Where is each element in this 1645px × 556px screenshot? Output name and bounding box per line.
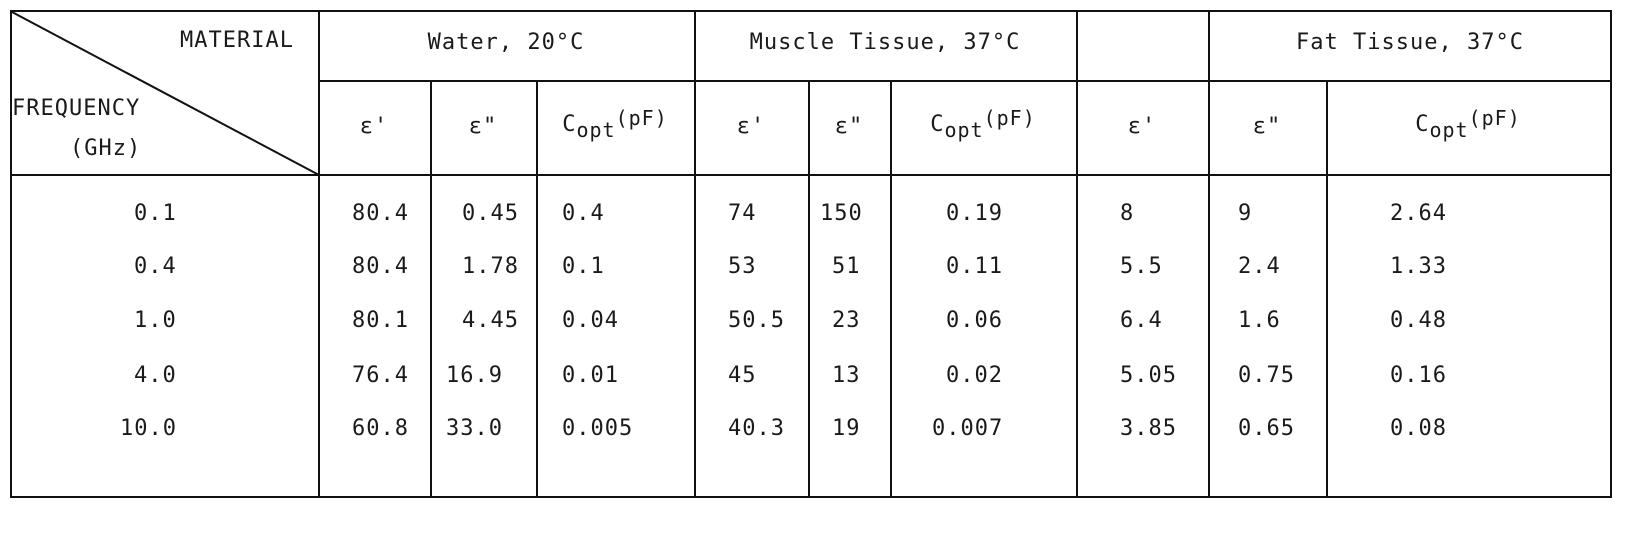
table-cell: 0.04 bbox=[562, 308, 619, 333]
table-cell: 53 bbox=[728, 254, 757, 279]
table-cell: 50.5 bbox=[728, 308, 785, 333]
table-cell: 80.4 bbox=[352, 254, 409, 279]
table-cell: 45 bbox=[728, 363, 757, 388]
group-header-water: Water, 20°C bbox=[427, 30, 585, 55]
rule-right bbox=[1610, 10, 1612, 498]
corner-diagonal bbox=[11, 11, 320, 176]
table-cell: 0.45 bbox=[462, 201, 519, 226]
frequency-unit: (GHz) bbox=[70, 136, 142, 161]
rule-col5 bbox=[808, 80, 810, 498]
rule-col1 bbox=[318, 10, 320, 498]
muscle-eps-real-header: ε' bbox=[736, 114, 766, 139]
table-cell: 76.4 bbox=[352, 363, 409, 388]
rule-left bbox=[10, 10, 12, 498]
water-eps-imag-header: ε" bbox=[468, 114, 498, 139]
table-cell: 0.65 bbox=[1238, 416, 1295, 441]
table-cell: 0.4 bbox=[562, 201, 605, 226]
table-cell: 1.6 bbox=[1238, 308, 1281, 333]
rule-bottom bbox=[10, 496, 1612, 498]
table-cell: 19 bbox=[832, 416, 861, 441]
table-cell-frequency: 1.0 bbox=[134, 308, 177, 333]
table-cell: 0.02 bbox=[946, 363, 1003, 388]
table-cell: 5.5 bbox=[1120, 254, 1163, 279]
table-cell: 0.1 bbox=[562, 254, 605, 279]
table-cell: 2.4 bbox=[1238, 254, 1281, 279]
table-cell: 16.9 bbox=[446, 363, 503, 388]
muscle-eps-imag-header: ε" bbox=[834, 114, 864, 139]
table-cell: 2.64 bbox=[1390, 201, 1447, 226]
water-eps-real-header: ε' bbox=[359, 114, 389, 139]
table-cell: 74 bbox=[728, 201, 757, 226]
table-cell: 40.3 bbox=[728, 416, 785, 441]
table-cell: 60.8 bbox=[352, 416, 409, 441]
table-cell: 6.4 bbox=[1120, 308, 1163, 333]
rule-col6 bbox=[890, 80, 892, 498]
table-cell: 23 bbox=[832, 308, 861, 333]
table-cell: 1.78 bbox=[462, 254, 519, 279]
table-cell-frequency: 4.0 bbox=[134, 363, 177, 388]
group-header-fat: Fat Tissue, 37°C bbox=[1296, 30, 1524, 55]
dielectric-properties-table: MATERIAL FREQUENCY (GHz) Water, 20°C Mus… bbox=[10, 10, 1612, 528]
table-cell: 0.19 bbox=[946, 201, 1003, 226]
rule-top bbox=[10, 10, 1612, 12]
table-cell: 0.007 bbox=[932, 416, 1004, 441]
table-cell: 0.48 bbox=[1390, 308, 1447, 333]
table-cell: 0.16 bbox=[1390, 363, 1447, 388]
table-cell: 0.11 bbox=[946, 254, 1003, 279]
table-cell-frequency: 0.1 bbox=[134, 201, 177, 226]
table-cell: 80.4 bbox=[352, 201, 409, 226]
table-cell: 0.005 bbox=[562, 416, 634, 441]
table-cell: 80.1 bbox=[352, 308, 409, 333]
table-cell: 0.01 bbox=[562, 363, 619, 388]
table-cell: 3.85 bbox=[1120, 416, 1177, 441]
table-cell: 5.05 bbox=[1120, 363, 1177, 388]
table-cell: 8 bbox=[1120, 201, 1135, 226]
rule-col9 bbox=[1326, 80, 1328, 498]
table-cell: 0.75 bbox=[1238, 363, 1295, 388]
table-cell: 51 bbox=[832, 254, 861, 279]
fat-eps-imag-header: ε" bbox=[1252, 114, 1282, 139]
rule-group-header bbox=[318, 80, 1612, 82]
rule-col3 bbox=[536, 80, 538, 498]
water-copt-header: Copt(pF) bbox=[562, 106, 668, 142]
table-cell: 0.06 bbox=[946, 308, 1003, 333]
rule-col4 bbox=[694, 10, 696, 498]
table-cell: 150 bbox=[820, 201, 863, 226]
table-cell: 9 bbox=[1238, 201, 1253, 226]
rule-col8 bbox=[1208, 10, 1210, 498]
table-cell: 4.45 bbox=[462, 308, 519, 333]
rule-col7 bbox=[1076, 10, 1078, 498]
table-cell: 13 bbox=[832, 363, 861, 388]
frequency-label: FREQUENCY bbox=[12, 96, 141, 121]
table-cell-frequency: 0.4 bbox=[134, 254, 177, 279]
table-cell: 33.0 bbox=[446, 416, 503, 441]
table-cell: 0.08 bbox=[1390, 416, 1447, 441]
fat-eps-real-header: ε' bbox=[1127, 114, 1157, 139]
muscle-copt-header: Copt(pF) bbox=[930, 106, 1036, 142]
group-header-muscle: Muscle Tissue, 37°C bbox=[749, 30, 1021, 55]
table-cell: 1.33 bbox=[1390, 254, 1447, 279]
fat-copt-header: Copt(pF) bbox=[1415, 106, 1521, 142]
rule-col2 bbox=[430, 80, 432, 498]
material-label: MATERIAL bbox=[180, 28, 294, 53]
table-cell-frequency: 10.0 bbox=[120, 416, 177, 441]
rule-header-bottom bbox=[10, 174, 1612, 176]
